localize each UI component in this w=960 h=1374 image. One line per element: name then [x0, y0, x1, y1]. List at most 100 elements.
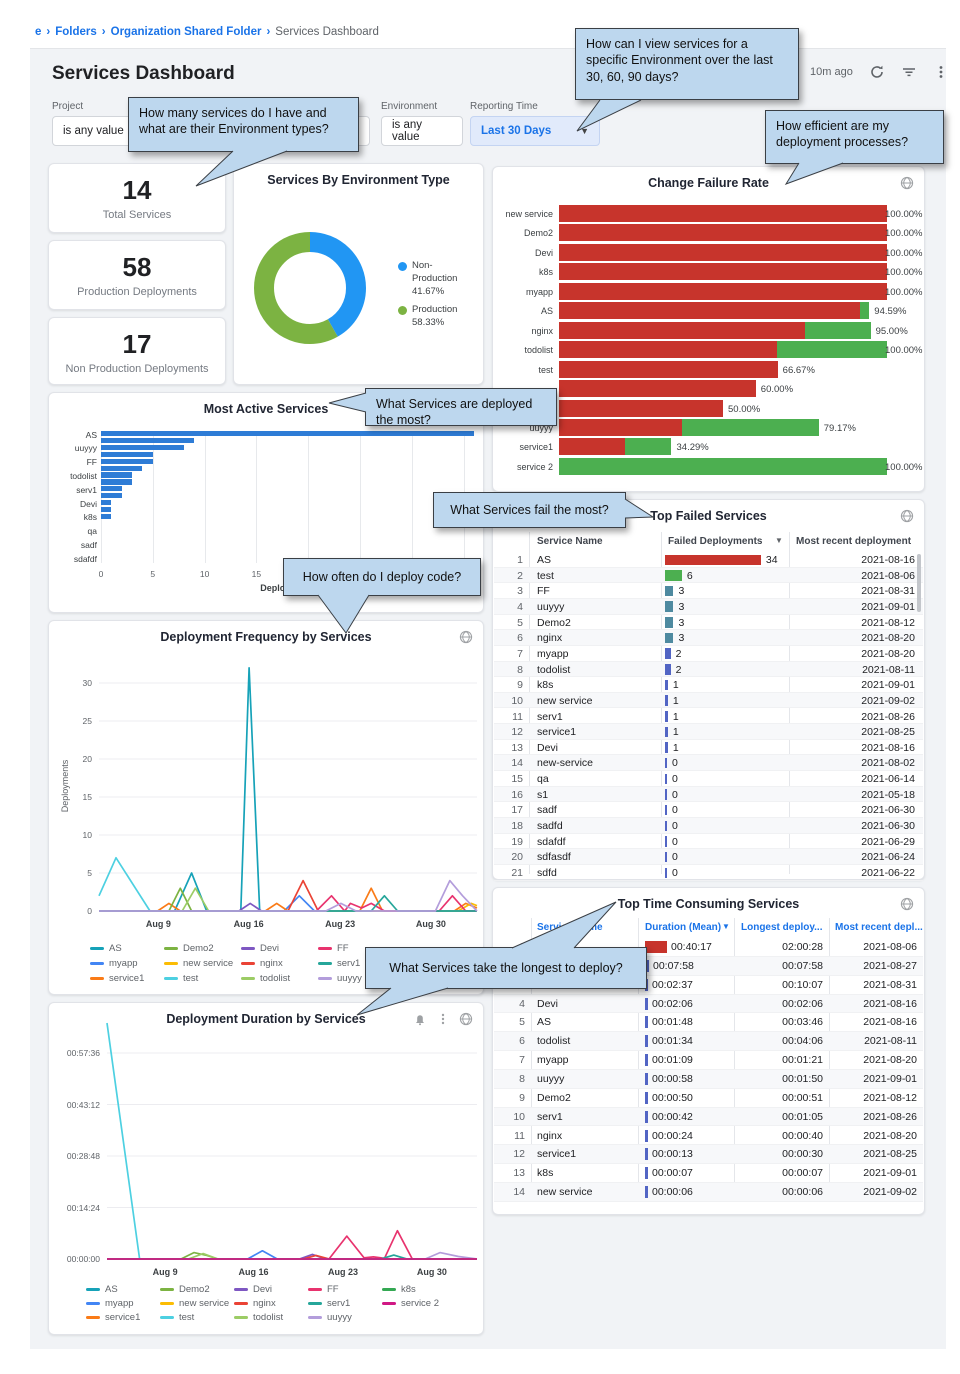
legend-item[interactable]: Demo2: [164, 943, 214, 954]
legend-item[interactable]: nginx: [241, 958, 283, 969]
kpi-non-production-deployments[interactable]: 17 Non Production Deployments: [48, 317, 226, 385]
legend-item[interactable]: new service: [164, 958, 233, 969]
table-row[interactable]: [494, 1164, 923, 1184]
active-bar[interactable]: [101, 479, 133, 485]
failure-bar[interactable]: [559, 438, 672, 456]
failure-bar[interactable]: [559, 302, 870, 320]
line-series-myapp[interactable]: [107, 1249, 477, 1260]
breadcrumb-folders-link[interactable]: Folders: [55, 26, 97, 38]
legend-item[interactable]: todolist: [241, 973, 290, 984]
legend-item[interactable]: uuyyy: [318, 973, 362, 984]
table-row[interactable]: [494, 630, 923, 646]
line-series-uuyyy[interactable]: [107, 1251, 478, 1260]
globe-icon[interactable]: [459, 630, 473, 644]
failure-bar[interactable]: [559, 224, 887, 242]
active-bar[interactable]: [101, 444, 184, 451]
table-row[interactable]: [494, 567, 923, 584]
line-series-test[interactable]: [98, 856, 477, 912]
table-row[interactable]: [494, 786, 923, 803]
column-header-failed-deployments[interactable]: Failed Deployments: [668, 536, 763, 547]
legend-item[interactable]: new service: [160, 1298, 229, 1309]
table-row[interactable]: [494, 802, 923, 819]
legend-item[interactable]: Devi: [241, 943, 279, 954]
active-bar[interactable]: [101, 472, 133, 478]
table-row[interactable]: [494, 1089, 923, 1108]
active-bar[interactable]: [101, 513, 112, 520]
line-series-FF[interactable]: [99, 894, 477, 912]
legend-item[interactable]: service1: [90, 973, 144, 984]
legend-item[interactable]: AS: [90, 943, 122, 954]
legend-item[interactable]: todolist: [234, 1312, 283, 1323]
failure-bar[interactable]: [559, 205, 887, 222]
line-series-serv1[interactable]: [99, 894, 477, 912]
active-bar[interactable]: [101, 500, 112, 506]
active-bar[interactable]: [101, 458, 153, 464]
filter-reporting-time-value[interactable]: Last 30 Days ▼: [470, 116, 600, 146]
legend-item[interactable]: FF: [308, 1284, 339, 1295]
line-series-myapp[interactable]: [99, 894, 477, 912]
column-header-duration-mean[interactable]: Duration (Mean): [645, 922, 722, 933]
active-bar[interactable]: [101, 431, 474, 437]
legend-item[interactable]: Production 58.33%: [398, 304, 457, 330]
failure-bar[interactable]: [559, 457, 887, 475]
line-series-FF[interactable]: [107, 1229, 477, 1260]
scrollbar[interactable]: [917, 554, 921, 612]
donut-chart[interactable]: [252, 230, 368, 346]
breadcrumb-shared-folder-link[interactable]: Organization Shared Folder: [110, 26, 262, 38]
failure-bar[interactable]: [559, 263, 887, 281]
legend-item[interactable]: test: [160, 1312, 194, 1323]
line-series-test[interactable]: [106, 1022, 477, 1260]
legend-item[interactable]: service1: [86, 1312, 140, 1323]
legend-item[interactable]: myapp: [86, 1298, 134, 1309]
table-row[interactable]: [494, 755, 923, 772]
table-row[interactable]: [494, 598, 923, 615]
legend-item[interactable]: serv1: [318, 958, 360, 969]
column-header-most-recent[interactable]: Most recent deployment: [796, 536, 912, 547]
failure-bar[interactable]: [559, 418, 819, 436]
legend-item[interactable]: serv1: [308, 1298, 350, 1309]
alert-bell-icon[interactable]: [413, 1012, 427, 1026]
filter-environment-value[interactable]: is any value: [381, 116, 463, 146]
table-row[interactable]: [494, 1051, 923, 1070]
line-series-uuyyy[interactable]: [99, 879, 478, 912]
table-row[interactable]: [494, 818, 923, 834]
globe-icon[interactable]: [900, 176, 914, 190]
sort-chevron-icon[interactable]: ▼: [775, 536, 783, 545]
table-row[interactable]: [494, 938, 923, 957]
table-row[interactable]: [494, 834, 923, 850]
legend-item[interactable]: service 2: [382, 1298, 439, 1309]
table-row[interactable]: [494, 849, 923, 865]
failure-bar[interactable]: [559, 341, 887, 359]
failure-bar[interactable]: [559, 321, 871, 339]
kpi-total-services[interactable]: 14 Total Services: [48, 163, 226, 233]
table-row[interactable]: [494, 677, 923, 693]
table-row[interactable]: [494, 709, 923, 725]
table-row[interactable]: [494, 552, 923, 568]
sort-chevron-icon[interactable]: ▼: [722, 922, 730, 931]
column-header-most-recent[interactable]: Most recent depl...: [835, 922, 923, 933]
globe-icon[interactable]: [900, 897, 914, 911]
active-bar[interactable]: [101, 493, 122, 499]
legend-item[interactable]: k8s: [382, 1284, 416, 1295]
table-row[interactable]: [494, 1069, 923, 1089]
table-row[interactable]: [494, 1013, 923, 1033]
failure-bar[interactable]: [559, 380, 756, 398]
column-header-longest-deploy[interactable]: Longest deploy...: [741, 922, 823, 933]
failure-bar[interactable]: [559, 399, 723, 417]
column-header-service-name[interactable]: Service Name: [537, 922, 603, 933]
table-row[interactable]: [494, 1032, 923, 1052]
refresh-icon[interactable]: [869, 64, 885, 80]
active-bar[interactable]: [101, 437, 195, 444]
table-row[interactable]: [494, 740, 923, 756]
table-row[interactable]: [494, 1127, 923, 1146]
table-row[interactable]: [494, 994, 923, 1014]
table-row[interactable]: [494, 976, 923, 995]
failure-bar[interactable]: [559, 360, 778, 378]
line-series-AS[interactable]: [99, 666, 477, 912]
legend-item[interactable]: Devi: [234, 1284, 272, 1295]
active-bar[interactable]: [101, 451, 153, 457]
line-series-Demo2[interactable]: [107, 1251, 477, 1260]
filter-project-value[interactable]: is any value: [52, 116, 140, 146]
failure-bar[interactable]: [559, 282, 887, 300]
legend-item[interactable]: AS: [86, 1284, 118, 1295]
